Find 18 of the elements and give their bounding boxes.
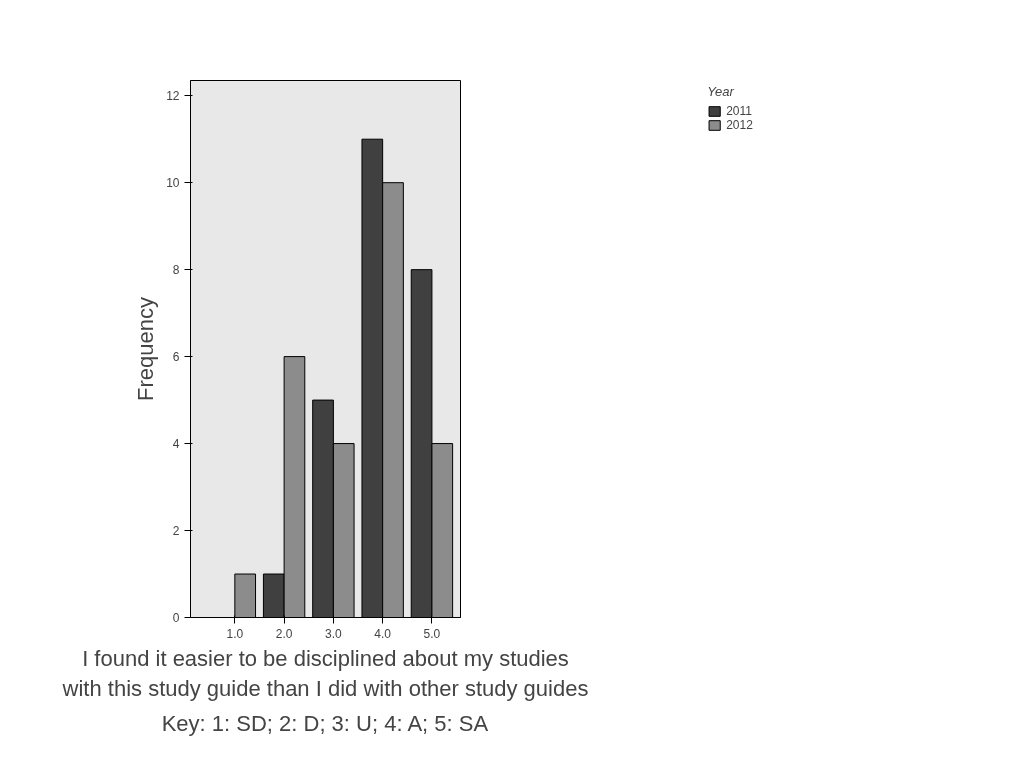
- x-tick-label: 5.0: [423, 626, 441, 641]
- x-tick-label: 2.0: [275, 626, 293, 641]
- x-tick-label: 1.0: [226, 626, 244, 641]
- x-tick-label: 4.0: [374, 626, 392, 641]
- legend-title: Year: [707, 84, 736, 99]
- y-tick-label: 12: [166, 89, 180, 104]
- y-tick-label: 2: [172, 524, 180, 539]
- legend-label: 2011: [726, 104, 752, 118]
- y-tick-label: 4: [172, 437, 180, 452]
- y-tick-label: 8: [172, 263, 180, 278]
- y-tick-label: 6: [172, 350, 180, 365]
- x-tick-label: 3.0: [325, 626, 343, 641]
- text: Key: 1: SD; 2: D; 3: U; 4: A; 5: SA: [161, 710, 489, 736]
- y-axis-title: Frequency: [133, 297, 159, 401]
- legend-label: 2012: [726, 118, 753, 132]
- x-axis-title: I found it easier to be disciplined about my studies with this study guide than I did with other study guides: [61, 645, 589, 701]
- y-tick-label: 0: [172, 611, 180, 625]
- y-tick-label: 10: [166, 176, 180, 191]
